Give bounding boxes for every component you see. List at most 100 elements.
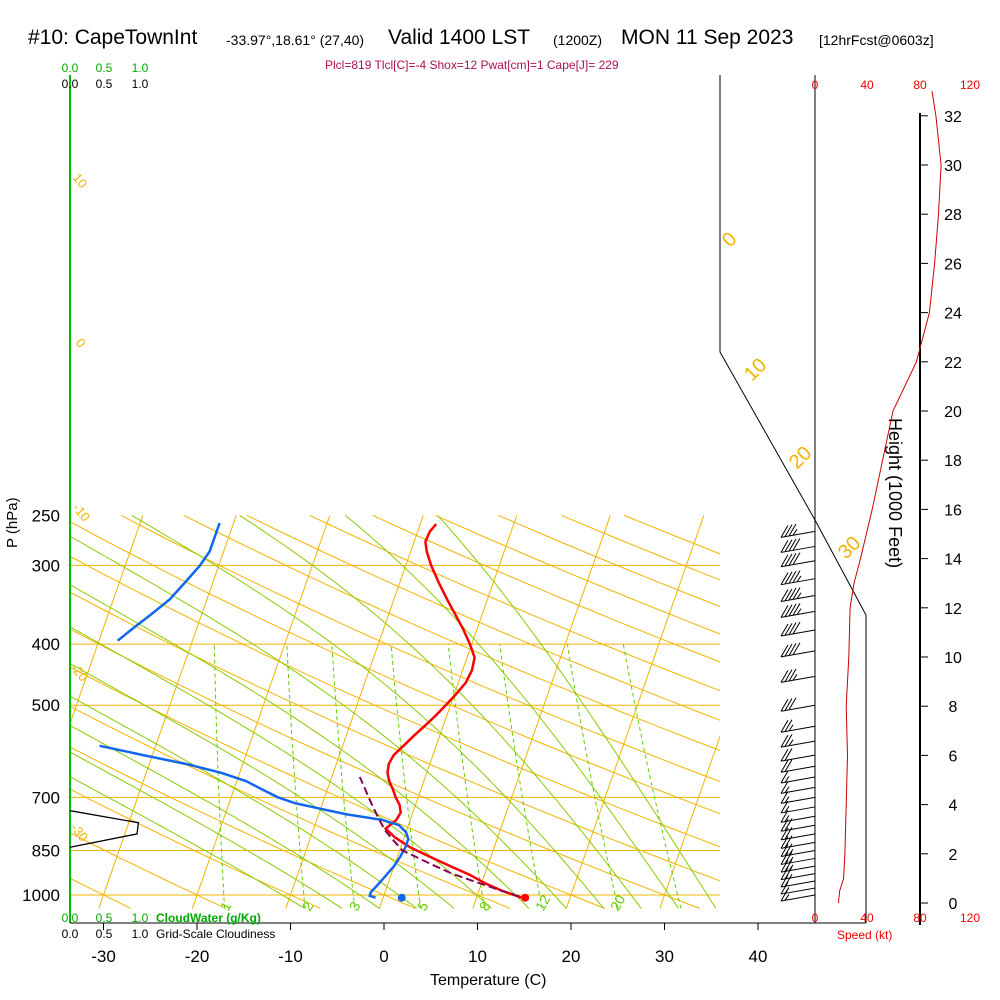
- dry-adiabat-line: [70, 832, 226, 909]
- height-tick-label: 6: [949, 748, 958, 765]
- wind-barb-half-feather: [784, 786, 790, 793]
- x-axis-label: Temperature (C): [430, 972, 547, 989]
- wind-barb-feather: [788, 668, 797, 682]
- wind-barb: [780, 523, 816, 538]
- speed-tick-label-bottom: 120: [960, 911, 980, 925]
- isotherm-label: 0: [718, 228, 741, 251]
- wind-barb-feather: [784, 553, 793, 567]
- isotherm-label: 10: [740, 354, 771, 385]
- speed-tick-label-top: 120: [960, 78, 980, 92]
- wind-barb: [780, 603, 816, 618]
- moist-adiabat-line: [437, 515, 717, 909]
- cloudwater-label: CloudWater (g/Kg): [156, 911, 261, 925]
- height-tick-label: 26: [944, 256, 962, 273]
- wind-barb: [780, 734, 816, 748]
- wind-barb-staff: [780, 725, 816, 733]
- forecast-date: MON 11 Sep 2023: [621, 26, 794, 49]
- wind-barb-feather: [784, 539, 793, 552]
- wind-barb-feather: [780, 800, 789, 814]
- moist-adiabat-line: [239, 514, 642, 909]
- wind-barb-staff: [780, 765, 816, 773]
- cloudwater-tick-label: 0.5: [96, 61, 113, 75]
- isotherm-line: [98, 515, 237, 909]
- speed-tick-label-top: 40: [860, 78, 874, 92]
- wind-barb: [780, 759, 816, 773]
- wind-barb-feather: [780, 874, 789, 888]
- temperature-tick-label: 0: [379, 947, 388, 966]
- mixing-ratio-label: 3: [346, 899, 364, 914]
- dewpoint-line: [99, 744, 410, 899]
- wind-barb-half-feather: [784, 887, 790, 894]
- wind-barb-feather: [784, 643, 793, 657]
- forecast-run: [12hrFcst@0603z]: [819, 32, 934, 48]
- wind-barb-feather: [788, 553, 797, 566]
- wind-barb-feather: [784, 698, 793, 711]
- mixing-ratio-line: [499, 644, 543, 909]
- height-tick-label: 8: [949, 699, 958, 716]
- wind-barb-feather: [784, 851, 793, 864]
- wind-barb-half-feather: [796, 608, 802, 615]
- speed-tick-label-top: 80: [913, 78, 927, 92]
- wind-barb-feather: [784, 719, 793, 732]
- pressure-tick-label: 500: [32, 696, 60, 715]
- wind-barb-feather: [784, 623, 793, 636]
- isotherm-label: 20: [785, 442, 816, 473]
- temperature-tick-label: 20: [562, 947, 581, 966]
- wind-barb-staff: [780, 833, 816, 841]
- mixing-ratio-line: [390, 644, 422, 909]
- temperature-tick-label: -20: [185, 947, 210, 966]
- wind-barb-feather: [788, 571, 797, 584]
- wind-barb: [780, 570, 816, 586]
- wind-barb-half-feather: [788, 864, 794, 872]
- isotherm-line: [285, 515, 424, 909]
- dry-adiabat-line: [70, 666, 605, 909]
- wind-barb-staff: [780, 806, 816, 814]
- wind-barb-staff: [780, 560, 816, 568]
- wind-barb-feather: [780, 644, 789, 658]
- moist-adiabat-line: [131, 514, 605, 909]
- wind-barb-feather: [780, 572, 789, 585]
- wind-barb-half-feather: [792, 673, 798, 681]
- wind-barb-feather: [784, 874, 793, 887]
- wind-barb-half-feather: [796, 575, 802, 583]
- wind-barb-half-feather: [788, 856, 794, 864]
- wind-barb-staff: [780, 610, 816, 618]
- wind-barb-feather: [780, 605, 789, 618]
- wind-barb: [780, 874, 816, 888]
- wind-barb: [780, 538, 816, 553]
- mixing-ratio-line: [331, 644, 356, 909]
- height-tick-label: 14: [944, 552, 962, 569]
- moist-adiabat-line: [70, 535, 567, 909]
- wind-barb-feather: [784, 734, 793, 747]
- moist-adiabat-line: [345, 515, 679, 909]
- wind-speed-panel: [837, 91, 942, 904]
- wind-barb: [780, 587, 816, 603]
- isotherm-line: [70, 515, 144, 725]
- wind-barb-feather: [780, 867, 789, 880]
- mixing-ratio-line: [213, 644, 226, 909]
- wind-barb-staff: [780, 887, 816, 895]
- pressure-tick-label: 250: [32, 506, 60, 525]
- mixing-ratio-line: [566, 644, 619, 909]
- height-tick-label: 24: [944, 306, 962, 323]
- dry-adiabat-line: [309, 514, 720, 692]
- dry-adiabat-line: [561, 514, 720, 581]
- dry-adiabat-line: [70, 521, 720, 815]
- wind-barb-staff: [780, 595, 816, 603]
- cloudwater-tick-label: 1.0: [132, 61, 149, 75]
- isotherm-line: [659, 734, 720, 909]
- wind-barb-feather: [780, 734, 789, 748]
- height-tick-label: 12: [944, 601, 962, 618]
- moist-adiabat-line: [70, 695, 418, 909]
- moist-adiabat-line: [70, 584, 530, 909]
- dewpoint-surface-point: [397, 893, 406, 902]
- mixing-ratio-label: 20: [607, 892, 629, 914]
- cloudwater-tick-label-bottom: 0.5: [96, 911, 113, 925]
- height-tick-label: 10: [944, 650, 962, 667]
- pressure-tick-label: 300: [32, 556, 60, 575]
- wind-barb-staff: [780, 545, 816, 553]
- mixing-ratio-label: 2: [299, 899, 317, 914]
- height-tick-label: 32: [944, 109, 962, 126]
